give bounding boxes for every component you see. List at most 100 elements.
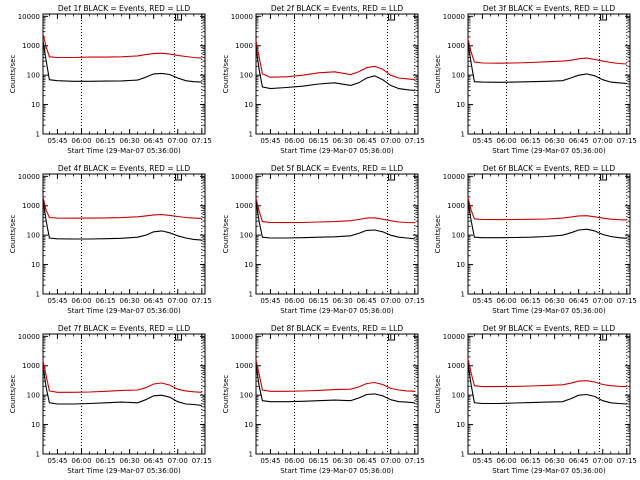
- y-tick-label: 10: [244, 101, 253, 109]
- x-tick-label: 06:00: [284, 137, 304, 145]
- y-tick-label: 10000: [443, 173, 465, 181]
- panel-2: Det 2f BLACK = Events, RED = LLD 1 10 100 10…: [222, 4, 425, 155]
- panel-1: Det 1f BLACK = Events, RED = LLD 1 10 100 10…: [9, 4, 212, 155]
- x-tick-label: 07:15: [405, 137, 425, 145]
- y-tick-label: 10: [31, 261, 40, 269]
- y-tick-label: 10: [456, 421, 465, 429]
- x-tick-label: 07:15: [192, 297, 212, 305]
- interval-bracket: [388, 14, 396, 21]
- y-tick-label: 10: [456, 261, 465, 269]
- panel-title: Det 8f BLACK = Events, RED = LLD: [271, 324, 404, 333]
- panel-8: Det 8f BLACK = Events, RED = LLD 1 10 100 10…: [222, 324, 425, 475]
- y-tick-label: 1: [249, 291, 253, 299]
- series-events-line: [467, 42, 627, 85]
- y-tick-label: 10000: [231, 173, 253, 181]
- x-tick-label: 06:30: [120, 457, 140, 465]
- y-tick-label: 1: [461, 291, 465, 299]
- interval-bracket: [600, 14, 608, 21]
- x-tick-label: 06:30: [120, 297, 140, 305]
- x-tick-label: 07:15: [617, 457, 637, 465]
- series-lld-line: [42, 33, 202, 59]
- x-axis-label: Start Time (29-Mar-07 05:36:00): [492, 147, 606, 155]
- y-tick-label: 1: [249, 451, 253, 459]
- x-tick-label: 06:15: [308, 457, 328, 465]
- x-axis-label: Start Time (29-Mar-07 05:36:00): [492, 467, 606, 475]
- x-tick-label: 06:45: [569, 137, 589, 145]
- x-tick-label: 07:15: [617, 137, 637, 145]
- x-axis-label: Start Time (29-Mar-07 05:36:00): [280, 467, 394, 475]
- y-tick-label: 10000: [443, 333, 465, 341]
- x-tick-label: 06:15: [95, 297, 115, 305]
- series-lld-line: [467, 38, 627, 65]
- x-tick-label: 06:00: [284, 457, 304, 465]
- panel-7: Det 7f BLACK = Events, RED = LLD 1 10 100 10…: [9, 324, 212, 475]
- x-tick-label: 06:45: [144, 297, 164, 305]
- x-axis-label: Start Time (29-Mar-07 05:36:00): [280, 147, 394, 155]
- plot-frame: [255, 13, 419, 135]
- x-tick-label: 06:30: [120, 137, 140, 145]
- x-tick-label: 07:00: [381, 297, 401, 305]
- x-tick-label: 06:45: [569, 297, 589, 305]
- y-tick-label: 1: [36, 131, 40, 139]
- y-tick-label: 1: [249, 131, 253, 139]
- y-tick-label: 1000: [447, 362, 465, 370]
- x-tick-label: 06:30: [545, 297, 565, 305]
- panel-5: Det 5f BLACK = Events, RED = LLD 1 10 100 10…: [222, 164, 425, 315]
- y-axis-label: Counts/sec: [434, 55, 442, 94]
- y-tick-label: 100: [452, 392, 465, 400]
- x-tick-label: 05:45: [260, 457, 280, 465]
- series-events-line: [467, 200, 627, 239]
- x-tick-label: 06:00: [71, 457, 91, 465]
- x-tick-label: 06:45: [357, 457, 377, 465]
- x-tick-label: 05:45: [47, 137, 67, 145]
- x-tick-label: 07:15: [192, 457, 212, 465]
- panel-title: Det 6f BLACK = Events, RED = LLD: [483, 164, 616, 173]
- x-tick-label: 07:15: [192, 137, 212, 145]
- y-tick-label: 100: [452, 232, 465, 240]
- y-tick-label: 100: [27, 392, 40, 400]
- y-tick-label: 10000: [18, 333, 40, 341]
- interval-bracket: [600, 334, 608, 341]
- y-axis-label: Counts/sec: [434, 215, 442, 254]
- x-tick-label: 06:15: [520, 137, 540, 145]
- y-axis-label: Counts/sec: [222, 375, 230, 414]
- x-tick-label: 06:00: [284, 297, 304, 305]
- y-tick-label: 1000: [22, 202, 40, 210]
- x-tick-label: 05:45: [472, 297, 492, 305]
- x-tick-label: 07:15: [405, 297, 425, 305]
- y-tick-label: 10: [244, 261, 253, 269]
- x-tick-label: 07:00: [168, 137, 188, 145]
- x-tick-label: 06:00: [496, 457, 516, 465]
- x-tick-label: 05:45: [260, 297, 280, 305]
- y-tick-label: 1: [461, 131, 465, 139]
- x-tick-label: 06:45: [144, 457, 164, 465]
- series-events-line: [255, 201, 415, 240]
- panel-9: Det 9f BLACK = Events, RED = LLD 1 10 100 10…: [434, 324, 637, 475]
- x-tick-label: 06:15: [308, 297, 328, 305]
- plot-frame: [467, 173, 631, 295]
- interval-bracket: [175, 174, 183, 181]
- panel-title: Det 7f BLACK = Events, RED = LLD: [58, 324, 191, 333]
- y-tick-label: 10: [31, 101, 40, 109]
- panel-title: Det 1f BLACK = Events, RED = LLD: [58, 4, 191, 13]
- x-axis-label: Start Time (29-Mar-07 05:36:00): [67, 307, 181, 315]
- plot-frame: [42, 173, 206, 295]
- x-tick-label: 06:45: [357, 297, 377, 305]
- plot-frame: [42, 13, 206, 135]
- y-tick-label: 10: [31, 421, 40, 429]
- plot-frame: [255, 333, 419, 455]
- series-events-line: [42, 199, 202, 241]
- plot-frame: [255, 173, 419, 295]
- x-tick-label: 05:45: [472, 457, 492, 465]
- y-tick-label: 10000: [18, 13, 40, 21]
- y-tick-label: 1000: [235, 362, 253, 370]
- x-tick-label: 07:00: [381, 137, 401, 145]
- x-tick-label: 07:15: [617, 297, 637, 305]
- panel-6: Det 6f BLACK = Events, RED = LLD 1 10 100 10…: [434, 164, 637, 315]
- y-tick-label: 10: [244, 421, 253, 429]
- x-axis-label: Start Time (29-Mar-07 05:36:00): [67, 147, 181, 155]
- x-tick-label: 07:00: [593, 297, 613, 305]
- y-tick-label: 10000: [231, 333, 253, 341]
- interval-bracket: [388, 174, 396, 181]
- x-tick-label: 06:30: [545, 457, 565, 465]
